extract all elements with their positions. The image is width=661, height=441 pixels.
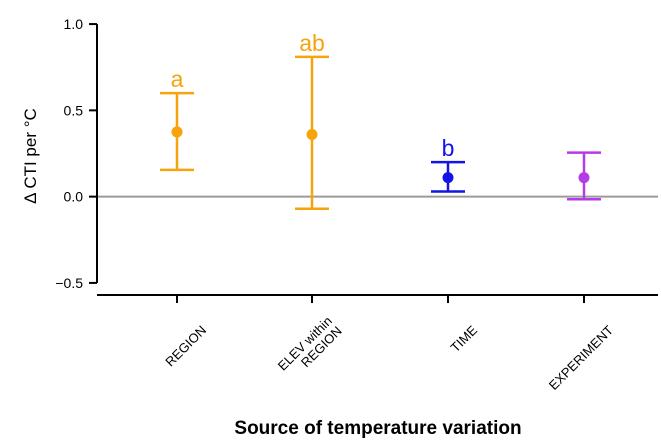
significance-letter: ab bbox=[299, 30, 325, 56]
x-tick-label: ELEV withinREGION bbox=[275, 313, 345, 383]
x-tick-label: REGION bbox=[162, 323, 209, 370]
x-tick-label-line: TIME bbox=[448, 322, 481, 355]
x-tick-label-line: REGION bbox=[162, 323, 209, 370]
y-tick-label: −0.5 bbox=[55, 275, 83, 291]
data-point bbox=[442, 172, 454, 184]
y-tick-label: 0.5 bbox=[64, 102, 84, 118]
significance-letter: b bbox=[442, 135, 455, 161]
x-tick-label: EXPERIMENT bbox=[546, 322, 616, 392]
significance-letter: a bbox=[171, 66, 184, 92]
x-tick-label: TIME bbox=[448, 322, 481, 355]
y-tick-label: 1.0 bbox=[64, 16, 84, 32]
data-point bbox=[306, 129, 318, 141]
chart-marks: −0.5 0.0 0.5 1.0 REGION ELEV withinREGION TIME… bbox=[55, 16, 658, 393]
y-axis-label: Δ CTI per °C bbox=[21, 108, 40, 204]
y-tick-label: 0.0 bbox=[64, 189, 84, 205]
x-axis-label: Source of temperature variation bbox=[234, 418, 521, 439]
data-point bbox=[171, 126, 183, 138]
x-tick-label-line: EXPERIMENT bbox=[546, 322, 616, 392]
data-point bbox=[578, 172, 590, 184]
